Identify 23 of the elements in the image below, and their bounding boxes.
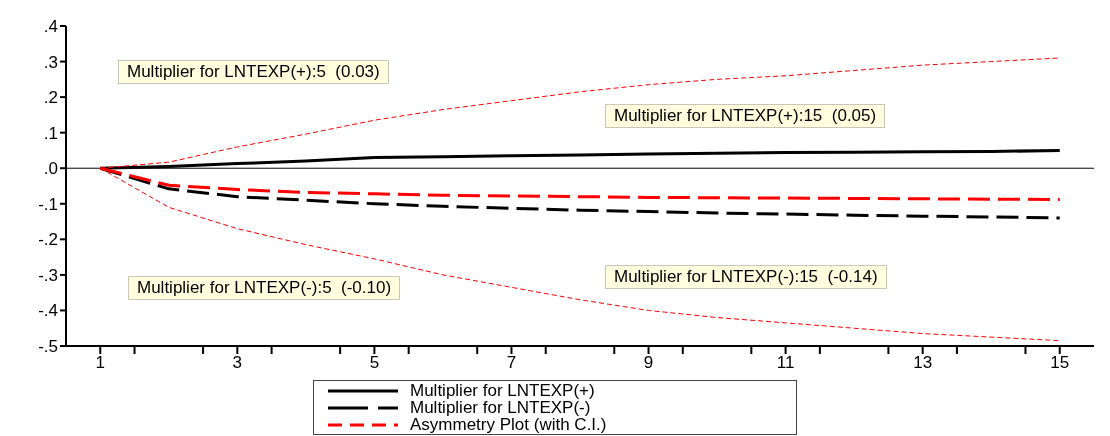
annotation: Multiplier for LNTEXP(-):15 (-0.14) — [605, 265, 887, 289]
x-tick-label: 1 — [95, 353, 105, 373]
y-tick-label: .0 — [43, 159, 58, 179]
x-tick-label: 5 — [369, 353, 380, 373]
x-tick-label: 11 — [776, 353, 795, 373]
annotation: Multiplier for LNTEXP(+):15 (0.05) — [605, 104, 886, 128]
legend-label: Multiplier for LNTEXP(+) — [410, 380, 595, 401]
y-tick-label: -.3 — [38, 265, 58, 285]
x-tick-label: 9 — [643, 353, 654, 373]
x-tick-label: 13 — [913, 353, 933, 373]
y-tick-label: -.4 — [38, 301, 58, 321]
x-tick-label: 15 — [1050, 353, 1070, 373]
y-tick-label: -.2 — [38, 230, 58, 250]
y-tick-label: .1 — [43, 123, 58, 143]
y-tick-label: -.5 — [38, 337, 58, 357]
y-tick-label: .4 — [43, 17, 58, 37]
y-tick-label: .2 — [43, 88, 58, 108]
y-tick-label: .3 — [43, 52, 58, 72]
annotation: Multiplier for LNTEXP(+):5 (0.03) — [118, 60, 389, 84]
x-tick-label: 7 — [506, 353, 517, 373]
y-tick-label: -.1 — [38, 194, 58, 214]
x-tick-label: 3 — [232, 353, 243, 373]
annotation: Multiplier for LNTEXP(-):5 (-0.10) — [128, 276, 401, 300]
